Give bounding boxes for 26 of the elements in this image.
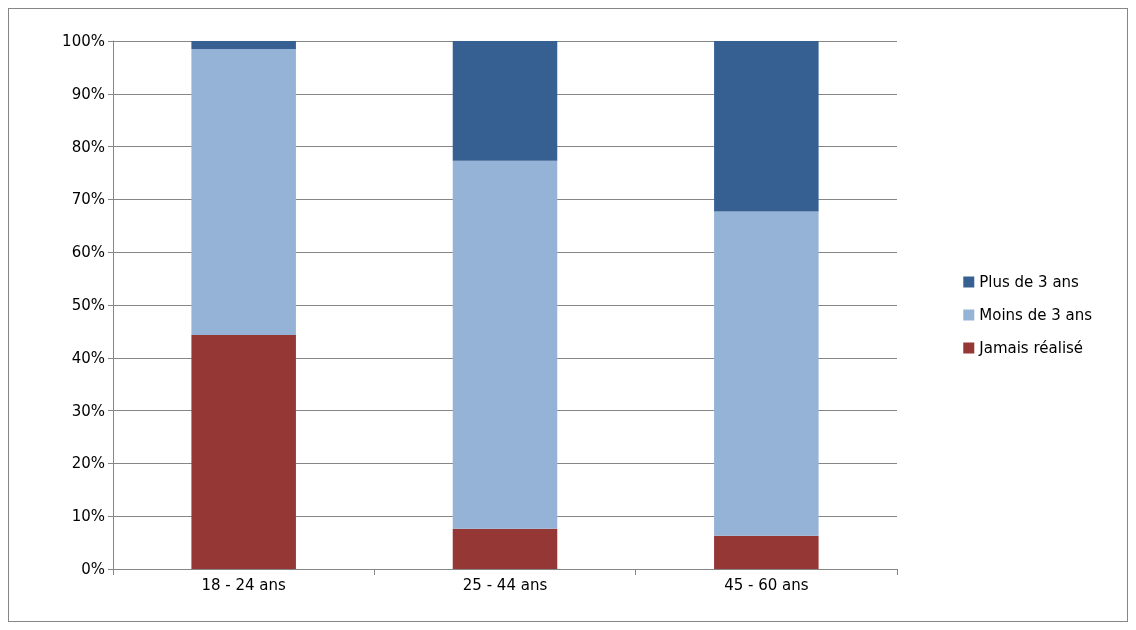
y-tick-label: 50% — [71, 296, 105, 314]
bar — [452, 41, 558, 161]
y-tick-label: 20% — [71, 454, 105, 473]
legend-label: Plus de 3 ans — [979, 273, 1080, 291]
x-tick-label: 25 - 44 ans — [462, 575, 548, 594]
x-tick-label: 45 - 60 ans — [724, 575, 809, 594]
y-tick-label: 70% — [71, 190, 105, 209]
bar — [714, 211, 819, 536]
bar — [191, 48, 296, 336]
y-tick-label: 10% — [71, 507, 105, 526]
bar — [452, 160, 558, 529]
y-tick-label: 30% — [71, 401, 105, 420]
bar — [191, 41, 296, 49]
y-tick-label: 80% — [71, 137, 105, 156]
bar — [452, 528, 558, 569]
y-tick-label: 90% — [71, 84, 105, 103]
legend-label: Jamais réalisé — [978, 339, 1084, 357]
y-tick-label: 60% — [71, 243, 105, 262]
bar — [714, 535, 819, 569]
x-tick-label: 18 - 24 ans — [201, 575, 287, 594]
y-tick-label: 40% — [71, 348, 105, 367]
legend-label: Moins de 3 ans — [979, 306, 1093, 324]
y-tick-label: 0% — [81, 560, 105, 578]
bar — [191, 335, 296, 569]
y-tick-label: 100% — [62, 32, 105, 50]
bar — [714, 41, 819, 212]
